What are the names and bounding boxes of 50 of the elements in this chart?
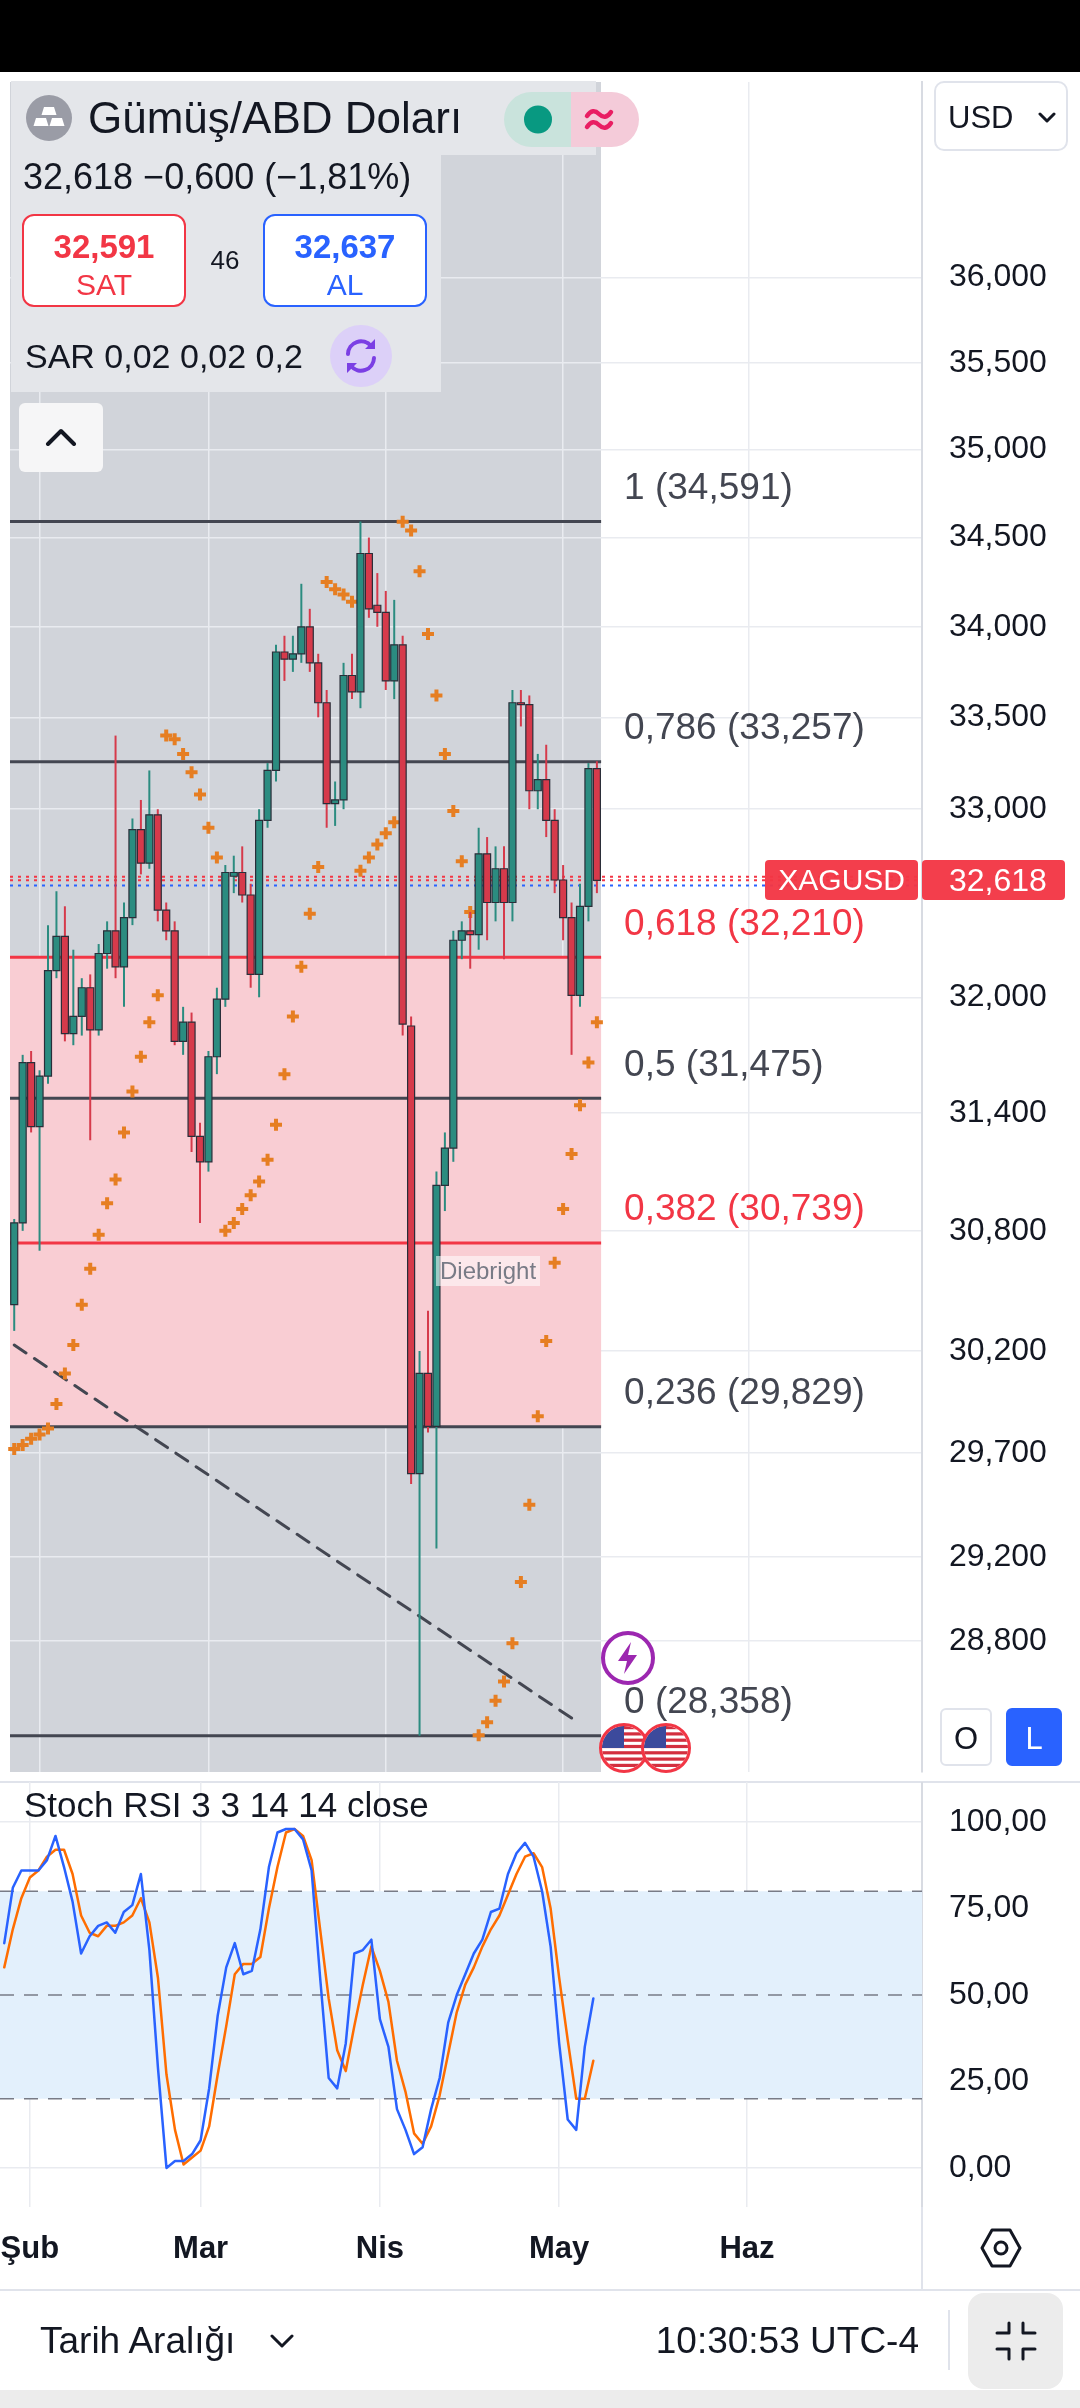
text: 32,618 −0,600 (−1,81%) (23, 156, 412, 197)
y-tick-label: 32,000 (949, 977, 1047, 1014)
y-tick-label: 34,000 (949, 606, 1047, 643)
annotation: 46 (210, 245, 240, 275)
annotation: 32,591 (53, 228, 155, 265)
y-tick-label: 35,000 (949, 429, 1047, 466)
text: Tarih Aralığı (40, 2320, 236, 2361)
ref-line-label: 0,236 (29,829) (624, 1370, 865, 1412)
y-tick-label: 29,700 (949, 1432, 1047, 1469)
x-tick-label: Haz (719, 2230, 775, 2266)
x-tick-label: Nis (355, 2230, 405, 2266)
legend-label: 0,618 (32,210) (624, 901, 865, 943)
ref-line-label: 0,382 (30,739) (624, 1187, 865, 1229)
ref-line-label: 0,5 (31,475) (624, 1042, 824, 1084)
y-tick-label: 35,500 (949, 342, 1047, 379)
y-tick-label: 0,00 (949, 2147, 1012, 2184)
chart-title: Stoch RSI 3 3 14 14 close (24, 1785, 429, 1824)
y-tick-label: 28,800 (949, 1621, 1047, 1657)
y-tick-label: 30,800 (949, 1210, 1047, 1247)
sell-button: 32,591 SAT (22, 214, 186, 307)
y-tick-label: 33,500 (949, 697, 1047, 734)
price-tag: XAGUSD (765, 860, 918, 901)
y-tick-label: 75,00 (949, 1888, 1030, 1925)
annotation: SAT (75, 268, 133, 301)
y-tick-label: 36,000 (949, 257, 1047, 294)
annotation: AL (326, 268, 364, 301)
scale-button: O (940, 1708, 992, 1766)
y-tick-label: 29,200 (949, 1536, 1047, 1573)
annotation: Diebright (436, 1256, 541, 1286)
x-tick-label: Şub (0, 2230, 60, 2266)
y-tick-label: 25,00 (949, 2061, 1030, 2098)
ref-line-label: 0 (28,358) (624, 1679, 793, 1721)
y-tick-label: 33,000 (949, 789, 1047, 826)
y-tick-label: 31,400 (949, 1092, 1047, 1129)
chart-title: Gümüş/ABD Doları (88, 93, 463, 142)
buy-button: 32,637 AL (263, 214, 427, 307)
annotation: SAR 0,02 0,02 0,2 (25, 337, 303, 375)
scale-button: L (1006, 1708, 1062, 1766)
currency-dropdown: USD (934, 81, 1068, 151)
ref-line-label: 0,786 (33,257) (624, 706, 865, 748)
text: 10:30:53 UTC-4 (655, 2320, 919, 2361)
ref-line-label: 1 (34,591) (624, 465, 793, 507)
x-tick-label: Mar (173, 2230, 229, 2266)
x-tick-label: May (529, 2230, 591, 2266)
price-tag: 32,618 (922, 860, 1065, 901)
y-tick-label: 30,200 (949, 1330, 1047, 1367)
y-tick-label: 34,500 (949, 517, 1047, 554)
annotation: 32,637 (294, 228, 396, 265)
y-tick-label: 50,00 (949, 1974, 1030, 2011)
y-tick-label: 100,00 (949, 1801, 1047, 1838)
